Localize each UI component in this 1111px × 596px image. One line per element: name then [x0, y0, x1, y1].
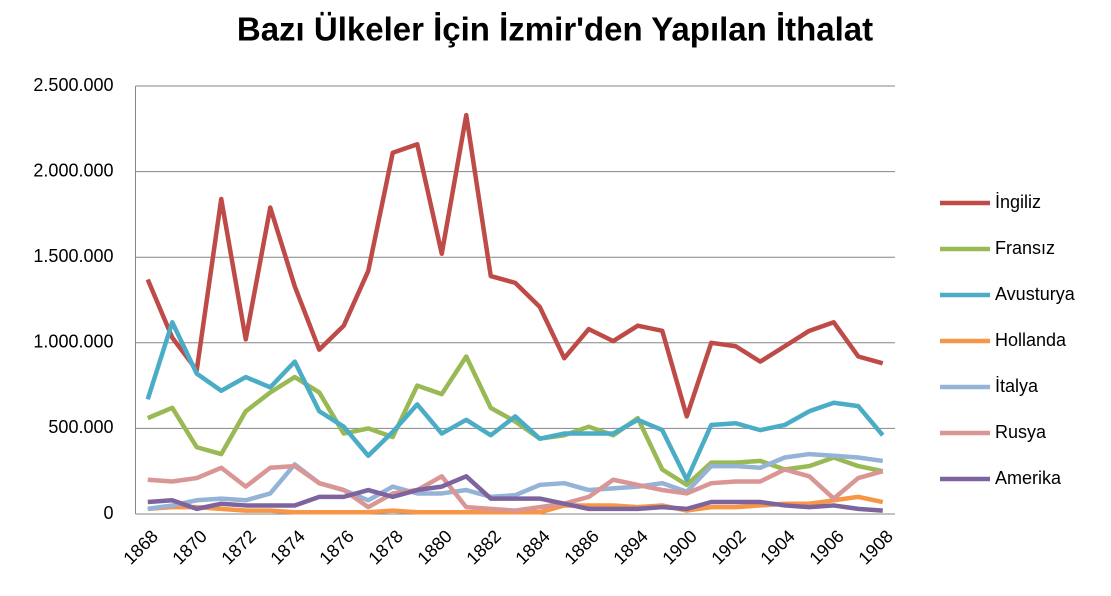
x-tick-label: 1870: [168, 526, 210, 568]
x-tick-label: 1876: [315, 526, 357, 568]
legend-label: Amerika: [995, 468, 1062, 488]
x-tick-label: 1874: [266, 526, 308, 568]
legend-label: Avusturya: [995, 284, 1076, 304]
y-tick-label: 1.000.000: [33, 332, 113, 352]
series-line: [147, 451, 884, 512]
x-tick-label: 1904: [756, 526, 798, 568]
y-tick-label: 2.000.000: [33, 160, 113, 180]
y-tick-label: 1.500.000: [33, 246, 113, 266]
series-line: [145, 320, 885, 483]
x-tick-label: 1878: [364, 526, 406, 568]
x-tick-label: 1880: [413, 526, 455, 568]
x-tick-label: 1906: [805, 526, 847, 568]
legend-label: İngiliz: [995, 192, 1041, 212]
legend-label: Rusya: [995, 422, 1047, 442]
x-tick-label: 1868: [119, 526, 161, 568]
series-line: [145, 112, 884, 419]
x-tick-label: 1882: [462, 526, 504, 568]
x-tick-label: 1894: [609, 526, 651, 568]
series-line: [147, 474, 883, 513]
x-tick-label: 1884: [511, 526, 553, 568]
y-tick-label: 500.000: [48, 417, 113, 437]
y-tick-label: 2.500.000: [33, 75, 113, 95]
legend-label: Fransız: [995, 238, 1055, 258]
x-tick-label: 1886: [560, 526, 602, 568]
x-tick-label: 1872: [217, 526, 259, 568]
legend-label: Hollanda: [995, 330, 1067, 350]
y-tick-label: 0: [103, 503, 113, 523]
series-line: [146, 354, 884, 488]
chart-title: Bazı Ülkeler İçin İzmir'den Yapılan İtha…: [237, 11, 873, 48]
legend-label: İtalya: [995, 376, 1039, 396]
x-tick-label: 1900: [658, 526, 700, 568]
x-tick-label: 1908: [854, 526, 896, 568]
series-line: [147, 463, 884, 513]
x-tick-label: 1902: [707, 526, 749, 568]
